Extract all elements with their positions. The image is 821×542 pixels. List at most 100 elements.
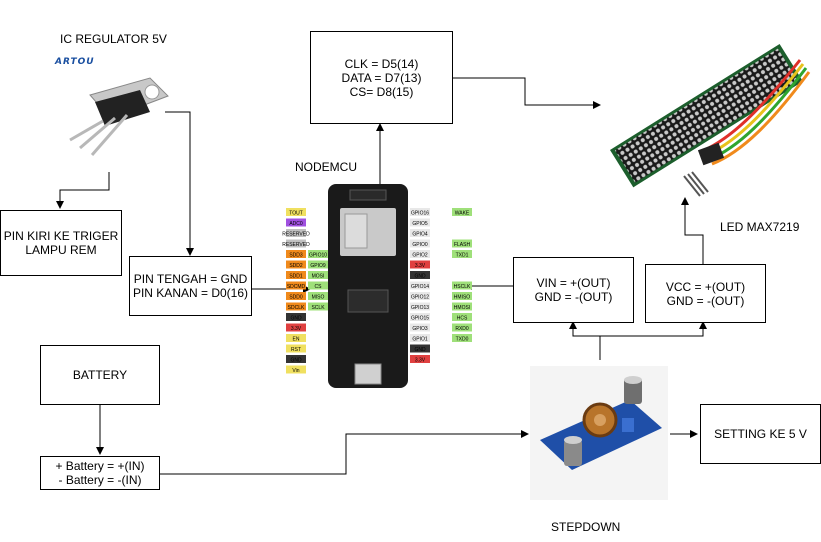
nodemcu-left-gpio-6-chip: [308, 271, 328, 279]
line-regulator-to-pinbox: [165, 111, 194, 256]
setting-box: SETTING KE 5 V: [700, 404, 821, 464]
nodemcu-right-pin-11-chip: [410, 323, 430, 332]
battery-pins-box: + Battery = +(IN) - Battery = -(IN): [40, 456, 160, 490]
nodemcu-right-tag-4: TXD1: [456, 253, 469, 259]
nodemcu-left-gpio-7: CS: [315, 284, 323, 290]
line-battery-to-stepdown: [160, 430, 529, 475]
nodemcu-right-tag-7-chip: [452, 281, 472, 290]
nodemcu-right-tag-8: HMISO: [454, 295, 471, 301]
nodemcu-left-pin-13: RST: [291, 347, 301, 353]
nodemcu-board: TOUT ADC0 RESERVED RESERVED SDD3 GPIO10 SDD2 GP…: [282, 184, 472, 388]
nodemcu-left-pin-8: SDD0: [289, 295, 303, 301]
nodemcu-left-gpio-5-chip: [308, 260, 328, 269]
nodemcu-right-pin-2: GPIO4: [412, 232, 428, 238]
pin-mapping-cs: CS= D8(15): [349, 84, 414, 99]
nodemcu-right-pin-7-chip: [410, 281, 430, 290]
pin-mapping-data: DATA = D7(13): [341, 70, 422, 85]
nodemcu-left-pin-6: SDD1: [289, 274, 303, 280]
nodemcu-right-pin-6-chip: [410, 271, 430, 279]
nodemcu-right-tag-3-chip: [452, 239, 472, 248]
trigger-box: PIN KIRI KE TRIGER LAMPU REM: [0, 210, 122, 276]
line-stepdown-split: [572, 324, 704, 360]
vin-line2: GND = -(OUT): [534, 290, 613, 304]
nodemcu-right-pin-13-chip: [410, 344, 430, 353]
nodemcu-right-pin-9: GPIO13: [411, 305, 429, 311]
nodemcu-right-pin-6: GND: [414, 274, 426, 280]
nodemcu-left-gpio-9-chip: [308, 302, 328, 311]
vin-line1: VIN = +(OUT): [536, 276, 611, 290]
led-max7219-image: [610, 44, 811, 197]
nodemcu-left-pin-14-chip: [286, 355, 306, 363]
nodemcu-right-pin-4-chip: [410, 250, 430, 258]
nodemcu-right-pin-3: GPIO0: [412, 242, 428, 248]
nodemcu-right-pin-1: GPIO5: [412, 221, 428, 227]
nodemcu-right-pin-12: GPIO1: [412, 337, 428, 343]
nodemcu-left-pin-10: GND: [290, 316, 302, 322]
nodemcu-right-tag-4-chip: [452, 250, 472, 258]
nodemcu-right-tag-12-chip: [452, 334, 472, 342]
nodemcu-right-pin-1-chip: [410, 218, 430, 227]
nodemcu-right-pin-0-chip: [410, 208, 430, 216]
nodemcu-left-pin-labels: TOUT ADC0 RESERVED RESERVED SDD3 GPIO10 SDD2 GP…: [282, 208, 328, 374]
line-regulator-to-trigger: [56, 172, 110, 209]
nodemcu-title: NODEMCU: [295, 160, 357, 174]
stepdown-module-image: [530, 366, 668, 500]
nodemcu-left-pin-0-chip: [286, 208, 306, 216]
pin-mapping-box: CLK = D5(14) DATA = D7(13) CS= D8(15): [310, 31, 453, 124]
led-max7219-title: LED MAX7219: [720, 220, 800, 234]
nodemcu-left-pin-7-chip: [286, 281, 306, 290]
nodemcu-left-pin-15-chip: [286, 365, 306, 374]
nodemcu-left-pin-13-chip: [286, 344, 306, 353]
nodemcu-left-pin-5-chip: [286, 260, 306, 269]
nodemcu-left-gpio-6: MOSI: [312, 274, 325, 280]
nodemcu-right-tag-10-chip: [452, 313, 472, 321]
nodemcu-right-tag-0-chip: [452, 208, 472, 216]
setting-label: SETTING KE 5 V: [714, 427, 807, 441]
nodemcu-left-pin-11-chip: [286, 323, 306, 332]
nodemcu-left-gpio-5: GPIO9: [310, 263, 326, 269]
battery-pins-line2: - Battery = -(IN): [58, 473, 142, 487]
nodemcu-right-pin-10: GPIO15: [411, 316, 429, 322]
nodemcu-left-pin-9: SDCLK: [288, 305, 305, 311]
vin-box: VIN = +(OUT) GND = -(OUT): [513, 257, 634, 323]
ic-regulator-image: [69, 77, 169, 156]
nodemcu-left-pin-10-chip: [286, 313, 306, 321]
nodemcu-right-pin-9-chip: [410, 302, 430, 311]
nodemcu-left-pin-8-chip: [286, 292, 306, 300]
line-vcc-to-led: [681, 197, 704, 264]
nodemcu-right-tag-0: WAKE: [455, 211, 470, 217]
regulator-pins-line2: PIN KANAN = D0(16): [132, 286, 249, 300]
ic-regulator-title: IC REGULATOR 5V: [60, 32, 167, 46]
nodemcu-right-pin-5-chip: [410, 260, 430, 269]
nodemcu-left-pin-4-chip: [286, 250, 306, 258]
nodemcu-right-pin-2-chip: [410, 229, 430, 237]
nodemcu-left-pin-12-chip: [286, 334, 306, 342]
nodemcu-right-tag-11: RXD0: [455, 326, 469, 332]
vcc-box: VCC = +(OUT) GND = -(OUT): [645, 264, 766, 323]
nodemcu-right-tag-9-chip: [452, 302, 472, 311]
nodemcu-left-pin-0: TOUT: [289, 211, 303, 217]
nodemcu-right-pin-11: GPIO3: [412, 326, 428, 332]
vcc-line2: GND = -(OUT): [666, 293, 745, 308]
nodemcu-right-pin-8-chip: [410, 292, 430, 300]
stepdown-title: STEPDOWN: [551, 520, 621, 534]
nodemcu-right-pin-labels: GPIO16 WAKE GPIO5 GPIO4 GPIO0 FLASH GPIO2 TXD1 3…: [410, 208, 472, 364]
nodemcu-right-pin-4: GPIO2: [412, 253, 428, 259]
nodemcu-left-gpio-7-chip: [308, 281, 328, 290]
nodemcu-right-pin-14-chip: [410, 355, 430, 363]
nodemcu-right-pin-10-chip: [410, 313, 430, 321]
battery-label: BATTERY: [72, 368, 128, 382]
nodemcu-left-pin-9-chip: [286, 302, 306, 311]
nodemcu-right-tag-7: HSCLK: [454, 284, 471, 290]
nodemcu-right-pin-14: 3.3V: [415, 358, 426, 364]
regulator-pins-box: PIN TENGAH = GND PIN KANAN = D0(16): [129, 256, 252, 316]
nodemcu-right-pin-7: GPIO14: [411, 284, 429, 290]
nodemcu-right-tag-8-chip: [452, 292, 472, 300]
nodemcu-right-pin-13: GND: [414, 347, 426, 353]
trigger-line2: LAMPU REM: [25, 243, 97, 257]
nodemcu-left-gpio-4-chip: [308, 250, 328, 258]
vcc-line1: VCC = +(OUT): [665, 279, 746, 294]
nodemcu-right-pin-3-chip: [410, 239, 430, 248]
connector-lines: [56, 77, 707, 475]
